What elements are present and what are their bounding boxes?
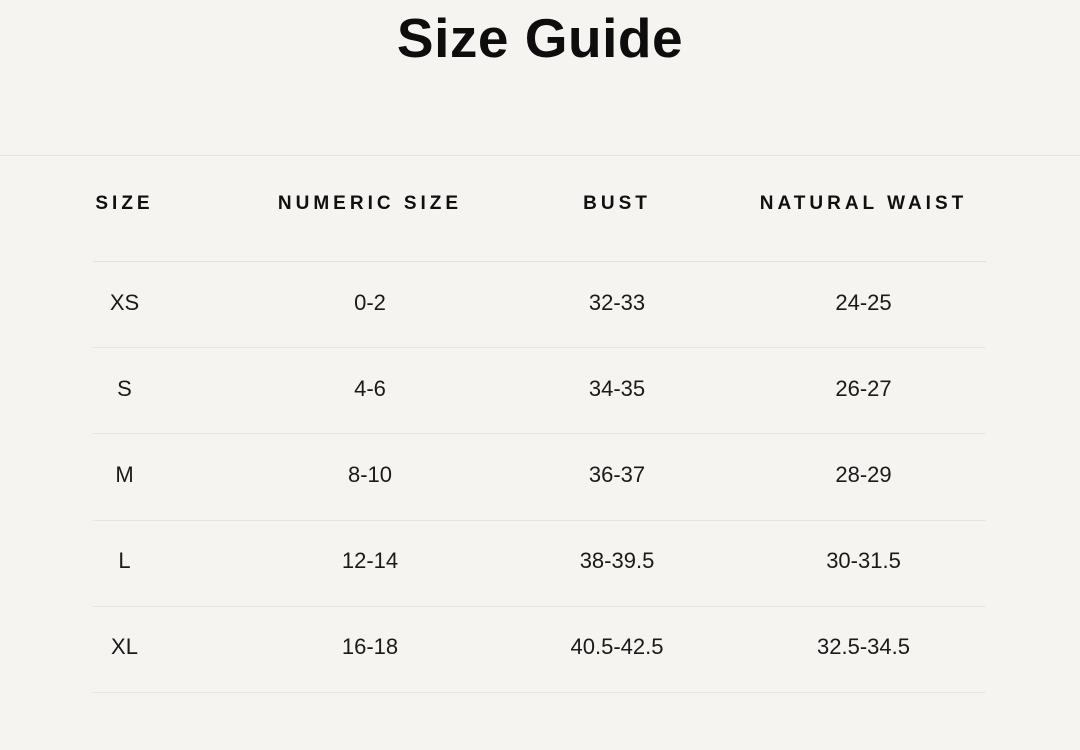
top-divider: [0, 155, 1080, 156]
cell-numeric-size: 8-10: [347, 461, 393, 487]
cell-numeric-size: 16-18: [341, 634, 399, 660]
cell-bust: 40.5-42.5: [570, 634, 664, 660]
cell-numeric-size: 0-2: [354, 289, 386, 315]
cell-natural-waist: 26-27: [835, 375, 892, 401]
column-header-numeric-size: NUMERIC SIZE: [277, 192, 463, 214]
cell-size: S: [117, 375, 132, 401]
column-header-bust: BUST: [583, 192, 651, 214]
size-guide-panel: Size Guide SIZE NUMERIC SIZE BUST NATURA…: [0, 7, 1080, 693]
table-row-xs: XS 0-2 32-33 24-25: [93, 262, 986, 349]
cell-natural-waist: 30-31.5: [826, 548, 901, 574]
cell-bust: 32-33: [588, 289, 646, 315]
table-row-m: M 8-10 36-37 28-29: [93, 434, 986, 521]
cell-bust: 34-35: [588, 375, 646, 401]
cell-size: M: [115, 461, 134, 487]
cell-natural-waist: 32.5-34.5: [817, 634, 910, 660]
cell-natural-waist: 24-25: [835, 289, 892, 315]
column-header-size: SIZE: [95, 192, 154, 214]
cell-numeric-size: 4-6: [354, 375, 386, 401]
table-row-xl: XL 16-18 40.5-42.5 32.5-34.5: [93, 607, 986, 693]
cell-size: XL: [111, 634, 138, 660]
cell-bust: 36-37: [588, 461, 646, 487]
size-table: SIZE NUMERIC SIZE BUST NATURAL WAIST XS …: [93, 156, 986, 693]
column-header-natural-waist: NATURAL WAIST: [759, 192, 968, 214]
table-header-row: SIZE NUMERIC SIZE BUST NATURAL WAIST: [93, 156, 986, 262]
cell-size: L: [118, 548, 131, 574]
table-row-l: L 12-14 38-39.5 30-31.5: [93, 521, 986, 607]
cell-natural-waist: 28-29: [835, 461, 892, 487]
cell-bust: 38-39.5: [579, 548, 655, 574]
cell-size: XS: [109, 289, 140, 315]
cell-numeric-size: 12-14: [341, 548, 399, 574]
page-title: Size Guide: [396, 7, 684, 69]
table-row-s: S 4-6 34-35 26-27: [93, 348, 986, 435]
